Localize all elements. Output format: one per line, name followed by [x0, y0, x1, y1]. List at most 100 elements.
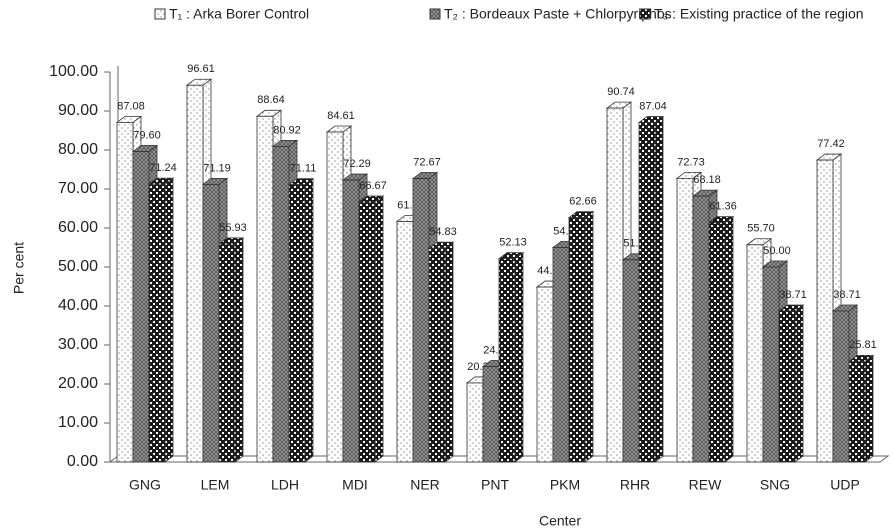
bar-side	[794, 304, 804, 463]
x-tick-label: PKM	[550, 477, 580, 493]
value-label: 72.73	[677, 156, 705, 168]
bar-side	[584, 210, 594, 463]
bar	[428, 247, 446, 463]
bar	[848, 360, 866, 463]
value-label: 50.00	[763, 245, 791, 257]
y-axis-label: Per cent	[11, 242, 27, 294]
value-label: 61.36	[709, 201, 737, 213]
bar	[272, 146, 290, 463]
x-tick-label: LDH	[271, 477, 299, 493]
value-label: 90.74	[607, 86, 635, 98]
bar	[482, 366, 500, 463]
bar-side	[444, 241, 454, 463]
x-tick-label: SNG	[760, 477, 790, 493]
value-label: 84.61	[327, 110, 355, 122]
bar-side	[234, 237, 244, 463]
y-tick-label: 80.00	[58, 141, 98, 158]
bar	[288, 184, 306, 463]
y-tick-label: 30.00	[58, 336, 98, 353]
bar	[202, 183, 220, 463]
bar-side	[724, 215, 734, 463]
y-tick-label: 10.00	[58, 414, 98, 431]
bar	[568, 217, 586, 463]
bar	[218, 243, 236, 463]
bar	[186, 84, 204, 463]
value-label: 55.70	[747, 223, 775, 235]
legend-swatch	[639, 8, 651, 20]
bar	[676, 177, 694, 463]
bar	[552, 247, 570, 463]
x-tick-label: NER	[410, 477, 440, 493]
y-tick-label: 60.00	[58, 219, 98, 236]
bar	[466, 382, 484, 463]
bar	[256, 115, 274, 463]
legend-swatch	[154, 8, 166, 20]
bar	[816, 159, 834, 463]
value-label: 68.18	[693, 174, 721, 186]
value-label: 71.24	[149, 162, 177, 174]
legend-label: T₁ : Arka Borer Control	[169, 6, 309, 22]
x-tick-label: GNG	[129, 477, 161, 493]
value-label: 38.71	[833, 289, 861, 301]
value-label: 87.04	[639, 100, 667, 112]
value-label: 87.08	[117, 100, 145, 112]
legend-label: T₂ : Bordeaux Paste + Chlorpyriphos	[444, 6, 672, 22]
x-tick-label: PNT	[481, 477, 509, 493]
bar-side	[864, 354, 874, 463]
y-tick-label: 40.00	[58, 297, 98, 314]
value-label: 72.29	[343, 158, 371, 170]
bar-side	[164, 177, 174, 463]
value-label: 79.60	[133, 129, 161, 141]
bar	[638, 122, 656, 463]
value-label: 38.71	[779, 289, 807, 301]
value-label: 80.92	[273, 124, 301, 136]
value-label: 71.19	[203, 162, 231, 174]
value-label: 66.67	[359, 180, 387, 192]
y-tick-label: 50.00	[58, 258, 98, 275]
value-label: 88.64	[257, 94, 285, 106]
bar	[148, 183, 166, 463]
value-label: 77.42	[817, 138, 845, 150]
bar-side	[374, 195, 384, 463]
bar	[412, 178, 430, 463]
value-label: 25.81	[849, 339, 877, 351]
value-label: 96.61	[187, 63, 215, 75]
y-tick-label: 70.00	[58, 180, 98, 197]
bar	[358, 201, 376, 463]
bar	[778, 310, 796, 463]
bar	[746, 244, 764, 463]
bar	[708, 222, 726, 463]
bar	[622, 259, 640, 463]
y-tick-label: 0.00	[67, 453, 98, 470]
bar	[326, 131, 344, 463]
value-label: 62.66	[569, 196, 597, 208]
y-tick-label: 90.00	[58, 102, 98, 119]
bar	[606, 107, 624, 463]
x-tick-label: RHR	[620, 477, 650, 493]
bar-side	[654, 115, 664, 463]
value-label: 54.83	[429, 226, 457, 238]
bar	[498, 258, 516, 463]
y-tick-label: 20.00	[58, 375, 98, 392]
x-tick-label: MDI	[342, 477, 368, 493]
x-tick-label: REW	[689, 477, 722, 493]
bar-side	[514, 251, 524, 463]
bar	[762, 266, 780, 463]
bar	[342, 179, 360, 463]
value-label: 52.13	[499, 237, 527, 249]
y-tick-label: 100.00	[49, 63, 98, 80]
legend-swatch	[429, 8, 441, 20]
bar	[536, 286, 554, 463]
bar-side	[304, 177, 314, 463]
x-axis-label: Center	[539, 513, 581, 529]
bar	[132, 151, 150, 463]
x-tick-label: UDP	[830, 477, 860, 493]
x-tick-label: LEM	[201, 477, 230, 493]
bar	[396, 221, 414, 463]
value-label: 71.11	[290, 163, 317, 175]
value-label: 55.93	[219, 222, 247, 234]
bar	[692, 195, 710, 463]
value-label: 72.67	[413, 156, 441, 168]
bar	[116, 121, 134, 463]
